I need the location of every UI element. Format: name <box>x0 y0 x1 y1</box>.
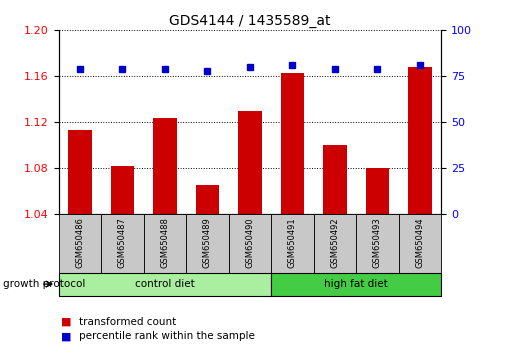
Bar <box>110 166 134 214</box>
Bar <box>355 214 398 273</box>
Bar <box>271 273 440 296</box>
Bar <box>398 214 440 273</box>
Text: GSM650490: GSM650490 <box>245 217 254 268</box>
Bar <box>313 214 355 273</box>
Bar <box>68 130 92 214</box>
Bar <box>365 168 388 214</box>
Text: GSM650486: GSM650486 <box>75 217 84 268</box>
Text: GSM650494: GSM650494 <box>415 217 423 268</box>
Text: ■: ■ <box>61 331 72 341</box>
Bar <box>59 214 101 273</box>
Text: GSM650489: GSM650489 <box>203 217 211 268</box>
Text: growth protocol: growth protocol <box>3 279 85 289</box>
Text: transformed count: transformed count <box>79 317 176 327</box>
Bar <box>407 67 431 214</box>
Bar <box>228 214 271 273</box>
Bar <box>323 145 346 214</box>
Title: GDS4144 / 1435589_at: GDS4144 / 1435589_at <box>169 14 330 28</box>
Bar <box>280 73 303 214</box>
Text: GSM650491: GSM650491 <box>288 217 296 268</box>
Text: control diet: control diet <box>135 279 194 289</box>
Text: GSM650488: GSM650488 <box>160 217 169 268</box>
Text: ■: ■ <box>61 317 72 327</box>
Text: GSM650493: GSM650493 <box>372 217 381 268</box>
Bar <box>195 185 219 214</box>
Bar <box>101 214 144 273</box>
Bar <box>186 214 228 273</box>
Bar <box>238 111 261 214</box>
Bar <box>144 214 186 273</box>
Bar <box>271 214 313 273</box>
Text: GSM650492: GSM650492 <box>330 217 338 268</box>
Bar <box>153 118 176 214</box>
Bar <box>59 273 271 296</box>
Text: percentile rank within the sample: percentile rank within the sample <box>79 331 254 341</box>
Text: GSM650487: GSM650487 <box>118 217 127 268</box>
Text: high fat diet: high fat diet <box>324 279 387 289</box>
